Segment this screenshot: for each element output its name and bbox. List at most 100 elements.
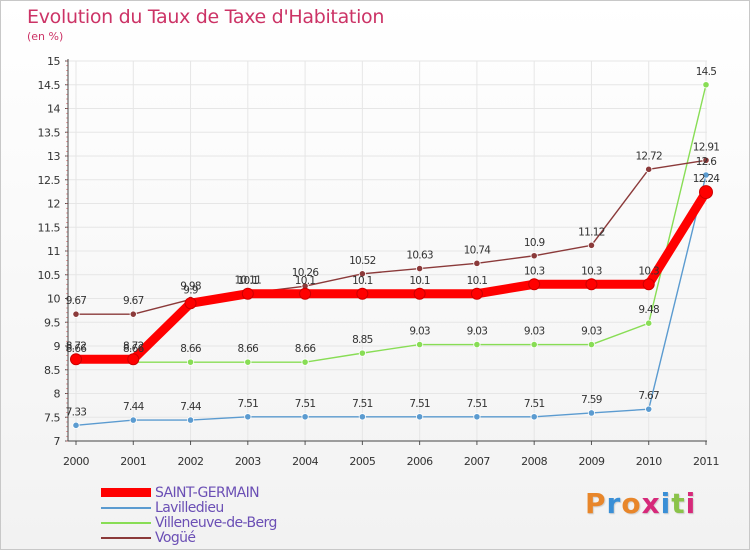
data-point	[413, 287, 426, 300]
logo-letter: i	[685, 487, 697, 520]
y-tick-label: 9.5	[44, 316, 60, 329]
data-label: 7.51	[295, 398, 316, 410]
legend-label: Lavilledieu	[155, 499, 224, 516]
data-point	[356, 287, 369, 300]
proxiti-logo: Proxiti	[585, 487, 696, 520]
data-label: 10.1	[238, 275, 259, 287]
data-point	[129, 416, 137, 424]
legend-swatch	[101, 521, 151, 524]
data-point	[645, 165, 653, 173]
data-label: 10.52	[349, 255, 376, 267]
data-point	[587, 340, 596, 349]
legend-label: SAINT-GERMAIN	[155, 484, 260, 501]
legend-item: SAINT-GERMAIN	[101, 484, 277, 501]
data-point	[473, 259, 481, 267]
data-label: 7.44	[180, 401, 202, 413]
x-tick-label: 2002	[178, 455, 204, 468]
x-tick-label: 2008	[521, 455, 547, 468]
data-point	[416, 264, 424, 273]
data-point	[470, 287, 483, 300]
data-point	[585, 278, 598, 291]
y-tick-label: 7.5	[44, 411, 60, 424]
data-point	[241, 287, 254, 300]
chart-legend: SAINT-GERMAIN Lavilledieu Villeneuve-de-Be…	[101, 484, 277, 546]
data-label: 8.66	[238, 343, 260, 355]
data-label: 10.1	[352, 275, 373, 287]
data-label: 7.59	[581, 394, 602, 406]
x-tick-label: 2003	[235, 455, 261, 468]
data-point	[358, 413, 366, 421]
data-label: 8.66	[66, 343, 88, 355]
series-line-lavilledieu	[75, 174, 707, 427]
logo-letter: r	[606, 487, 622, 520]
data-label: 10.3	[638, 265, 659, 277]
logo-letter: t	[671, 487, 686, 520]
data-label: 8.66	[295, 343, 317, 355]
legend-label: Villeneuve-de-Berg	[155, 514, 277, 531]
data-label: 12.91	[693, 141, 720, 153]
data-point	[72, 421, 80, 429]
data-label: 8.66	[123, 343, 145, 355]
data-label: 8.72	[123, 340, 144, 352]
y-tick-label: 14	[47, 103, 60, 116]
data-point	[358, 270, 366, 278]
data-label: 9.03	[467, 326, 488, 338]
data-point	[358, 349, 366, 357]
data-point	[699, 185, 713, 200]
y-tick-label: 10	[47, 293, 60, 306]
data-point	[186, 358, 195, 366]
y-tick-label: 8	[54, 388, 61, 401]
y-tick-label: 12	[47, 198, 60, 211]
data-label: 12.24	[693, 173, 721, 185]
data-point	[244, 358, 252, 366]
data-point	[186, 416, 195, 424]
data-label: 7.51	[467, 398, 488, 410]
series-line-saint-germain	[71, 187, 711, 364]
x-tick-label: 2006	[407, 455, 433, 468]
data-label: 7.67	[638, 390, 659, 402]
legend-swatch	[101, 506, 151, 509]
data-point	[127, 353, 140, 366]
data-point	[530, 413, 538, 421]
data-point	[528, 278, 541, 291]
y-tick-label: 11	[47, 245, 60, 258]
data-label: 10.63	[406, 250, 433, 262]
x-tick-label: 2007	[464, 455, 490, 468]
data-label: 7.51	[409, 398, 430, 410]
data-point	[416, 340, 424, 349]
data-label: 9.67	[123, 295, 144, 307]
data-label: 8.66	[180, 343, 202, 355]
x-tick-label: 2005	[349, 455, 375, 468]
data-label: 10.1	[467, 275, 488, 287]
y-tick-label: 11.5	[38, 221, 61, 234]
logo-letter: i	[660, 487, 672, 520]
data-label: 7.51	[238, 398, 259, 410]
legend-swatch	[101, 488, 151, 497]
data-point	[129, 310, 137, 318]
data-label: 10.26	[292, 267, 320, 279]
legend-label: Vogüé	[155, 529, 196, 546]
data-label: 9.98	[180, 280, 201, 292]
data-point	[416, 413, 424, 421]
data-label: 10.11	[235, 274, 262, 286]
logo-letter: o	[621, 487, 642, 520]
data-point	[702, 156, 710, 164]
y-tick-label: 14.5	[38, 79, 61, 92]
data-point	[530, 252, 538, 260]
data-point	[299, 287, 312, 300]
data-point	[301, 413, 309, 421]
data-point	[72, 310, 80, 318]
legend-item: Villeneuve-de-Berg	[101, 514, 277, 531]
data-point	[244, 413, 252, 421]
chart-unit: (en %)	[27, 30, 64, 43]
data-label: 7.44	[123, 401, 145, 413]
data-label: 12.6	[696, 156, 718, 168]
data-label: 9.67	[66, 295, 87, 307]
data-label: 10.3	[581, 265, 602, 277]
y-tick-label: 15	[47, 55, 60, 68]
y-tick-label: 7	[54, 435, 61, 448]
y-tick-label: 13	[47, 150, 60, 163]
data-point	[645, 405, 653, 413]
